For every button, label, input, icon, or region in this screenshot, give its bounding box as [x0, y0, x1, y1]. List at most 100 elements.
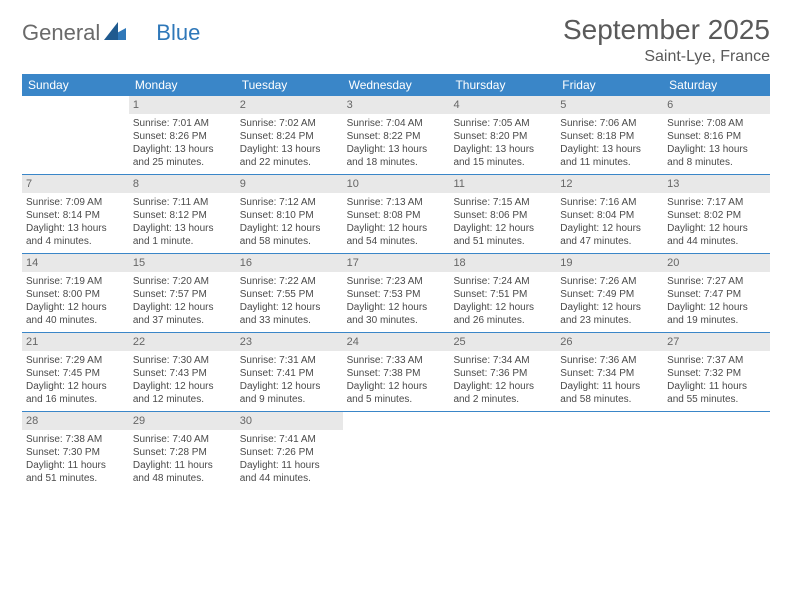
sunrise-text: Sunrise: 7:20 AM: [133, 275, 232, 288]
sunrise-text: Sunrise: 7:13 AM: [347, 196, 446, 209]
day-number: 27: [663, 333, 770, 351]
sunrise-text: Sunrise: 7:01 AM: [133, 117, 232, 130]
weekday-header: Tuesday: [236, 74, 343, 96]
day-cell: 28Sunrise: 7:38 AMSunset: 7:30 PMDayligh…: [22, 412, 129, 490]
day-number: 11: [449, 175, 556, 193]
sunrise-text: Sunrise: 7:22 AM: [240, 275, 339, 288]
daylight-text: Daylight: 12 hours and 33 minutes.: [240, 301, 339, 327]
day-cell: 18Sunrise: 7:24 AMSunset: 7:51 PMDayligh…: [449, 254, 556, 332]
calendar-body: 1Sunrise: 7:01 AMSunset: 8:26 PMDaylight…: [22, 96, 770, 490]
empty-cell: [343, 412, 450, 490]
day-cell: 7Sunrise: 7:09 AMSunset: 8:14 PMDaylight…: [22, 175, 129, 253]
day-cell: 14Sunrise: 7:19 AMSunset: 8:00 PMDayligh…: [22, 254, 129, 332]
sunrise-text: Sunrise: 7:15 AM: [453, 196, 552, 209]
sunrise-text: Sunrise: 7:31 AM: [240, 354, 339, 367]
sunset-text: Sunset: 8:18 PM: [560, 130, 659, 143]
sunrise-text: Sunrise: 7:05 AM: [453, 117, 552, 130]
day-cell: 29Sunrise: 7:40 AMSunset: 7:28 PMDayligh…: [129, 412, 236, 490]
sunset-text: Sunset: 7:28 PM: [133, 446, 232, 459]
day-cell: 11Sunrise: 7:15 AMSunset: 8:06 PMDayligh…: [449, 175, 556, 253]
day-number: 28: [22, 412, 129, 430]
day-number: 29: [129, 412, 236, 430]
day-cell: 9Sunrise: 7:12 AMSunset: 8:10 PMDaylight…: [236, 175, 343, 253]
sunrise-text: Sunrise: 7:17 AM: [667, 196, 766, 209]
daylight-text: Daylight: 13 hours and 4 minutes.: [26, 222, 125, 248]
daylight-text: Daylight: 12 hours and 40 minutes.: [26, 301, 125, 327]
day-number: 9: [236, 175, 343, 193]
sunrise-text: Sunrise: 7:12 AM: [240, 196, 339, 209]
sunrise-text: Sunrise: 7:40 AM: [133, 433, 232, 446]
sunrise-text: Sunrise: 7:33 AM: [347, 354, 446, 367]
day-cell: 24Sunrise: 7:33 AMSunset: 7:38 PMDayligh…: [343, 333, 450, 411]
day-cell: 2Sunrise: 7:02 AMSunset: 8:24 PMDaylight…: [236, 96, 343, 174]
day-number: 25: [449, 333, 556, 351]
sunset-text: Sunset: 8:10 PM: [240, 209, 339, 222]
logo: General Blue: [22, 14, 200, 46]
day-cell: 16Sunrise: 7:22 AMSunset: 7:55 PMDayligh…: [236, 254, 343, 332]
day-number: 17: [343, 254, 450, 272]
day-number: 21: [22, 333, 129, 351]
daylight-text: Daylight: 12 hours and 16 minutes.: [26, 380, 125, 406]
sunset-text: Sunset: 7:57 PM: [133, 288, 232, 301]
calendar-week: 1Sunrise: 7:01 AMSunset: 8:26 PMDaylight…: [22, 96, 770, 175]
daylight-text: Daylight: 12 hours and 23 minutes.: [560, 301, 659, 327]
sunset-text: Sunset: 7:53 PM: [347, 288, 446, 301]
daylight-text: Daylight: 12 hours and 51 minutes.: [453, 222, 552, 248]
day-cell: 15Sunrise: 7:20 AMSunset: 7:57 PMDayligh…: [129, 254, 236, 332]
day-cell: 30Sunrise: 7:41 AMSunset: 7:26 PMDayligh…: [236, 412, 343, 490]
sunrise-text: Sunrise: 7:19 AM: [26, 275, 125, 288]
day-number: 13: [663, 175, 770, 193]
daylight-text: Daylight: 12 hours and 44 minutes.: [667, 222, 766, 248]
month-title: September 2025: [563, 14, 770, 46]
day-number: 3: [343, 96, 450, 114]
sunset-text: Sunset: 8:02 PM: [667, 209, 766, 222]
day-number: 6: [663, 96, 770, 114]
day-number: 12: [556, 175, 663, 193]
daylight-text: Daylight: 13 hours and 8 minutes.: [667, 143, 766, 169]
sunrise-text: Sunrise: 7:29 AM: [26, 354, 125, 367]
calendar-week: 28Sunrise: 7:38 AMSunset: 7:30 PMDayligh…: [22, 412, 770, 490]
sunset-text: Sunset: 7:34 PM: [560, 367, 659, 380]
day-number: 22: [129, 333, 236, 351]
sunset-text: Sunset: 7:45 PM: [26, 367, 125, 380]
sunrise-text: Sunrise: 7:41 AM: [240, 433, 339, 446]
day-cell: 23Sunrise: 7:31 AMSunset: 7:41 PMDayligh…: [236, 333, 343, 411]
day-number: 2: [236, 96, 343, 114]
daylight-text: Daylight: 12 hours and 54 minutes.: [347, 222, 446, 248]
location-label: Saint-Lye, France: [563, 48, 770, 66]
day-number: 24: [343, 333, 450, 351]
day-cell: 10Sunrise: 7:13 AMSunset: 8:08 PMDayligh…: [343, 175, 450, 253]
daylight-text: Daylight: 13 hours and 22 minutes.: [240, 143, 339, 169]
daylight-text: Daylight: 11 hours and 51 minutes.: [26, 459, 125, 485]
day-number: 14: [22, 254, 129, 272]
weekday-header: Wednesday: [343, 74, 450, 96]
daylight-text: Daylight: 12 hours and 12 minutes.: [133, 380, 232, 406]
day-cell: 26Sunrise: 7:36 AMSunset: 7:34 PMDayligh…: [556, 333, 663, 411]
sunset-text: Sunset: 7:51 PM: [453, 288, 552, 301]
sunrise-text: Sunrise: 7:23 AM: [347, 275, 446, 288]
daylight-text: Daylight: 13 hours and 25 minutes.: [133, 143, 232, 169]
daylight-text: Daylight: 12 hours and 47 minutes.: [560, 222, 659, 248]
day-cell: 8Sunrise: 7:11 AMSunset: 8:12 PMDaylight…: [129, 175, 236, 253]
daylight-text: Daylight: 11 hours and 44 minutes.: [240, 459, 339, 485]
day-cell: 4Sunrise: 7:05 AMSunset: 8:20 PMDaylight…: [449, 96, 556, 174]
day-cell: 12Sunrise: 7:16 AMSunset: 8:04 PMDayligh…: [556, 175, 663, 253]
logo-text-general: General: [22, 20, 100, 46]
sunrise-text: Sunrise: 7:08 AM: [667, 117, 766, 130]
logo-text-blue: Blue: [156, 20, 200, 46]
empty-cell: [449, 412, 556, 490]
daylight-text: Daylight: 13 hours and 1 minute.: [133, 222, 232, 248]
day-number: 5: [556, 96, 663, 114]
daylight-text: Daylight: 11 hours and 55 minutes.: [667, 380, 766, 406]
day-number: 26: [556, 333, 663, 351]
sunset-text: Sunset: 7:49 PM: [560, 288, 659, 301]
day-number: 18: [449, 254, 556, 272]
sunrise-text: Sunrise: 7:38 AM: [26, 433, 125, 446]
day-number: 23: [236, 333, 343, 351]
day-number: 30: [236, 412, 343, 430]
weekday-header: Friday: [556, 74, 663, 96]
sunrise-text: Sunrise: 7:06 AM: [560, 117, 659, 130]
sunset-text: Sunset: 8:24 PM: [240, 130, 339, 143]
day-number: 1: [129, 96, 236, 114]
day-number: 20: [663, 254, 770, 272]
